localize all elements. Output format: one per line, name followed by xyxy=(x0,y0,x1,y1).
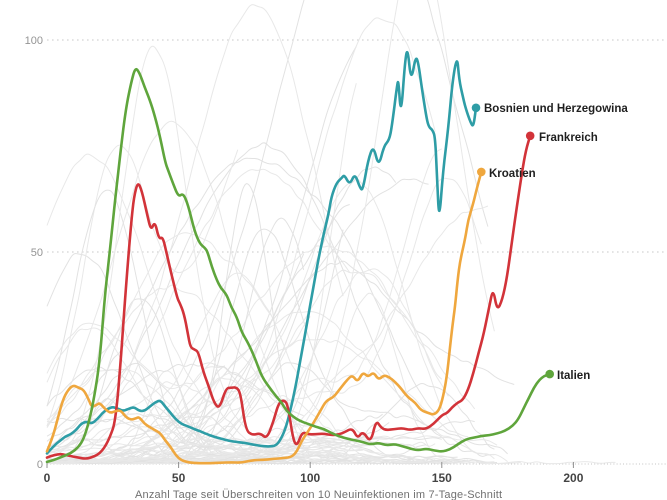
background-line xyxy=(46,245,476,410)
series-label-bosnien-und-herzegowina: Bosnien und Herzegowina xyxy=(484,103,628,115)
background-line xyxy=(46,177,482,464)
background-line xyxy=(46,442,332,458)
background-line xyxy=(46,4,344,456)
y-tick-label-50: 50 xyxy=(31,247,43,259)
series-endpoint-frankreich xyxy=(525,131,535,141)
series-endpoint-bosnien-und-herzegowina xyxy=(471,103,481,113)
background-line xyxy=(46,437,435,465)
series-line-bosnien-und-herzegowina xyxy=(45,50,478,455)
y-tick-label-0: 0 xyxy=(37,459,43,471)
series-kroatien: Kroatien xyxy=(45,167,536,465)
x-tick-label-150: 150 xyxy=(432,471,452,485)
series-line-italien xyxy=(45,67,551,464)
background-line xyxy=(46,17,436,407)
series-label-frankreich: Frankreich xyxy=(539,132,598,144)
background-line xyxy=(46,366,475,451)
background-line xyxy=(46,142,495,457)
background-line xyxy=(46,444,300,464)
x-tick-label-100: 100 xyxy=(300,471,320,485)
series-label-kroatien: Kroatien xyxy=(489,168,536,180)
caption: Anzahl Tage seit Überschreiten von 10 Ne… xyxy=(135,489,503,500)
series-endpoint-kroatien xyxy=(477,167,486,177)
background-line xyxy=(46,438,371,465)
x-tick-label-50: 50 xyxy=(172,471,186,485)
series-label-italien: Italien xyxy=(557,370,590,382)
background-line xyxy=(46,178,429,448)
background-line xyxy=(46,436,285,460)
background-line xyxy=(46,232,272,427)
x-tick-label-0: 0 xyxy=(44,471,51,485)
series-frankreich: Frankreich xyxy=(45,131,598,460)
series-italien: Italien xyxy=(45,67,590,464)
series-line-frankreich xyxy=(45,134,532,460)
y-tick-label-100: 100 xyxy=(25,35,43,47)
background-line xyxy=(46,362,304,442)
x-tick-label-200: 200 xyxy=(563,471,583,485)
series-line-kroatien xyxy=(45,170,483,465)
background-line xyxy=(46,166,397,449)
axes: 0 50 100 150 200 0 50 100 xyxy=(25,35,584,485)
background-line xyxy=(46,120,370,463)
series-endpoint-italien xyxy=(545,369,554,379)
series-bosnien-und-herzegowina: Bosnien und Herzegowina xyxy=(45,50,628,455)
background-line xyxy=(46,0,489,463)
background-line xyxy=(46,157,436,437)
background-line xyxy=(46,412,212,450)
